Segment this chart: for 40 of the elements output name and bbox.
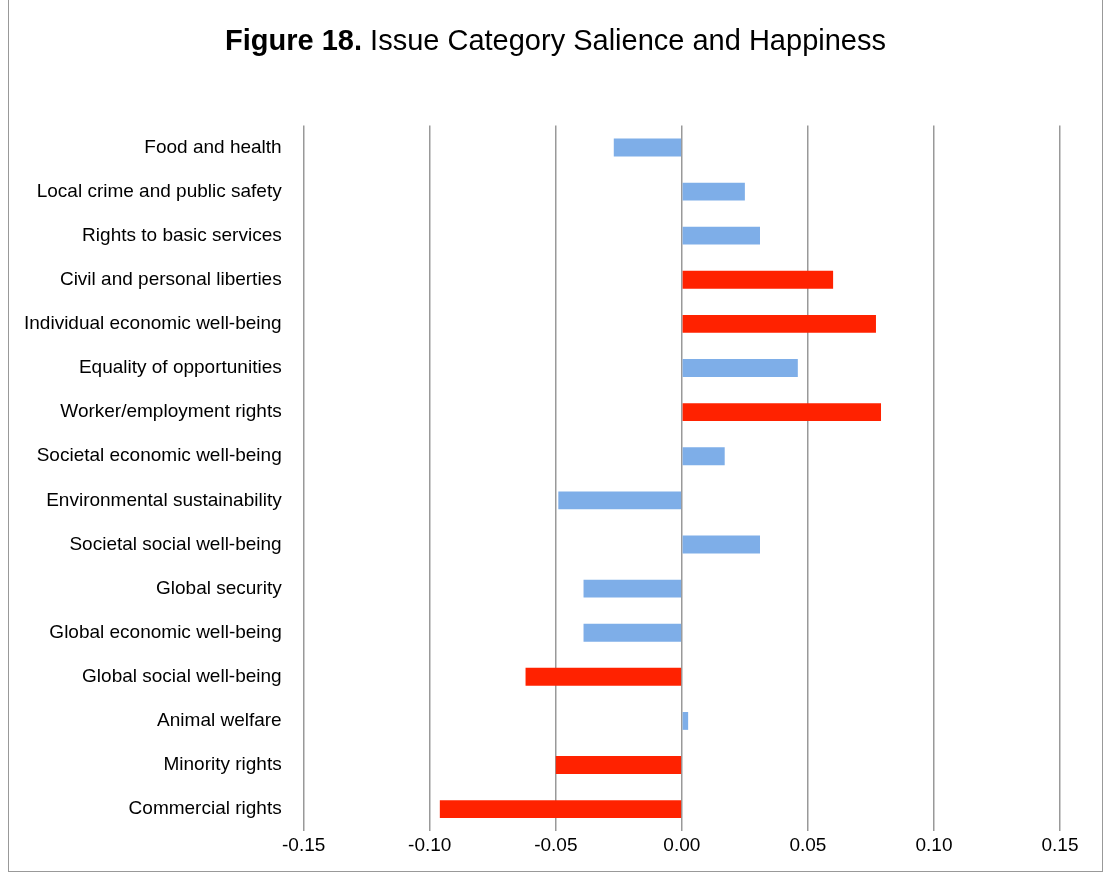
x-tick-label: 0.10 [915, 833, 953, 855]
y-tick-label: Global social well-being [82, 665, 282, 687]
bar [682, 182, 745, 201]
y-tick-label: Societal economic well-being [36, 444, 282, 466]
bar [682, 403, 882, 422]
bar [682, 535, 760, 554]
y-tick-label: Food and health [144, 135, 282, 157]
bar [682, 447, 725, 466]
x-tick-label: -0.10 [408, 833, 452, 855]
y-tick-label: Global security [156, 576, 283, 598]
y-tick-label: Minority rights [163, 753, 282, 775]
bar [682, 359, 798, 377]
y-tick-label: Societal social well-being [69, 532, 282, 554]
y-tick-label: Rights to basic services [82, 223, 282, 245]
x-tick-label: 0.15 [1041, 833, 1079, 855]
bar [613, 138, 682, 157]
bar [682, 270, 834, 289]
bar [558, 491, 682, 510]
x-tick-label: 0.00 [663, 833, 701, 855]
y-tick-label: Local crime and public safety [36, 179, 283, 201]
y-tick-label: Civil and personal liberties [59, 268, 282, 290]
y-tick-label: Global economic well-being [49, 620, 282, 642]
chart-title: Figure 18. Issue Category Salience and Happiness [224, 24, 887, 57]
bar [682, 314, 876, 333]
bar [682, 226, 760, 245]
y-tick-label: Environmental sustainability [46, 488, 283, 510]
y-tick-label: Worker/employment rights [60, 400, 282, 422]
bar [525, 667, 682, 686]
x-tick-label: 0.05 [789, 833, 827, 855]
bar [439, 800, 682, 819]
y-tick-label: Individual economic well-being [23, 312, 282, 334]
bar [682, 711, 689, 730]
bar [583, 623, 682, 642]
bar [583, 579, 682, 598]
x-tick-label: -0.15 [282, 833, 326, 855]
bar [555, 756, 682, 774]
x-tick-label: -0.05 [534, 833, 578, 855]
y-tick-label: Equality of opportunities [78, 356, 282, 378]
y-tick-label: Commercial rights [128, 797, 282, 819]
y-tick-label: Animal welfare [157, 709, 282, 731]
